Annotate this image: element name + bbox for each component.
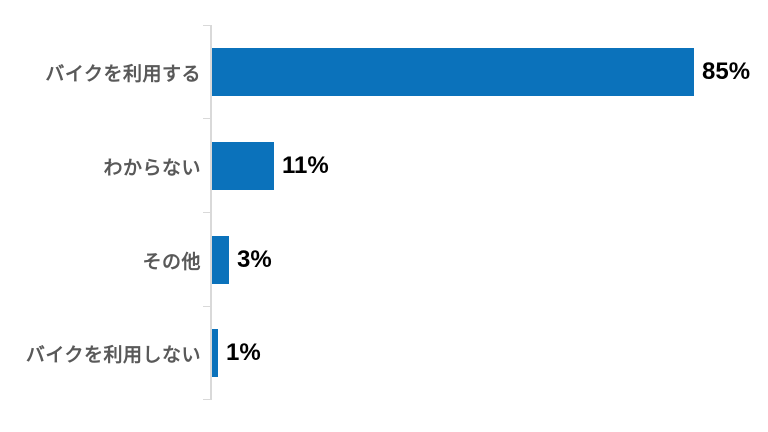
y-axis-line	[210, 25, 212, 400]
category-label: バイクを利用する	[45, 63, 201, 85]
value-label: 1%	[226, 339, 261, 366]
axis-tick	[203, 306, 211, 307]
bar-row: バイクを利用しない 1%	[0, 306, 768, 400]
bar-row: わからない 11%	[0, 119, 768, 213]
bar	[212, 48, 694, 96]
value-label: 11%	[282, 152, 329, 179]
bar	[212, 329, 218, 377]
bar-row: バイクを利用する 85%	[0, 25, 768, 119]
category-label: その他	[142, 251, 201, 273]
bar	[212, 142, 274, 190]
axis-tick	[203, 118, 211, 119]
value-label: 3%	[237, 246, 272, 273]
category-label: わからない	[103, 157, 201, 179]
bar-row: その他 3%	[0, 213, 768, 307]
axis-tick	[203, 399, 211, 400]
category-label: バイクを利用しない	[25, 344, 201, 366]
axis-tick	[203, 25, 211, 26]
axis-tick	[203, 212, 211, 213]
bar	[212, 236, 229, 284]
value-label: 85%	[702, 58, 751, 85]
